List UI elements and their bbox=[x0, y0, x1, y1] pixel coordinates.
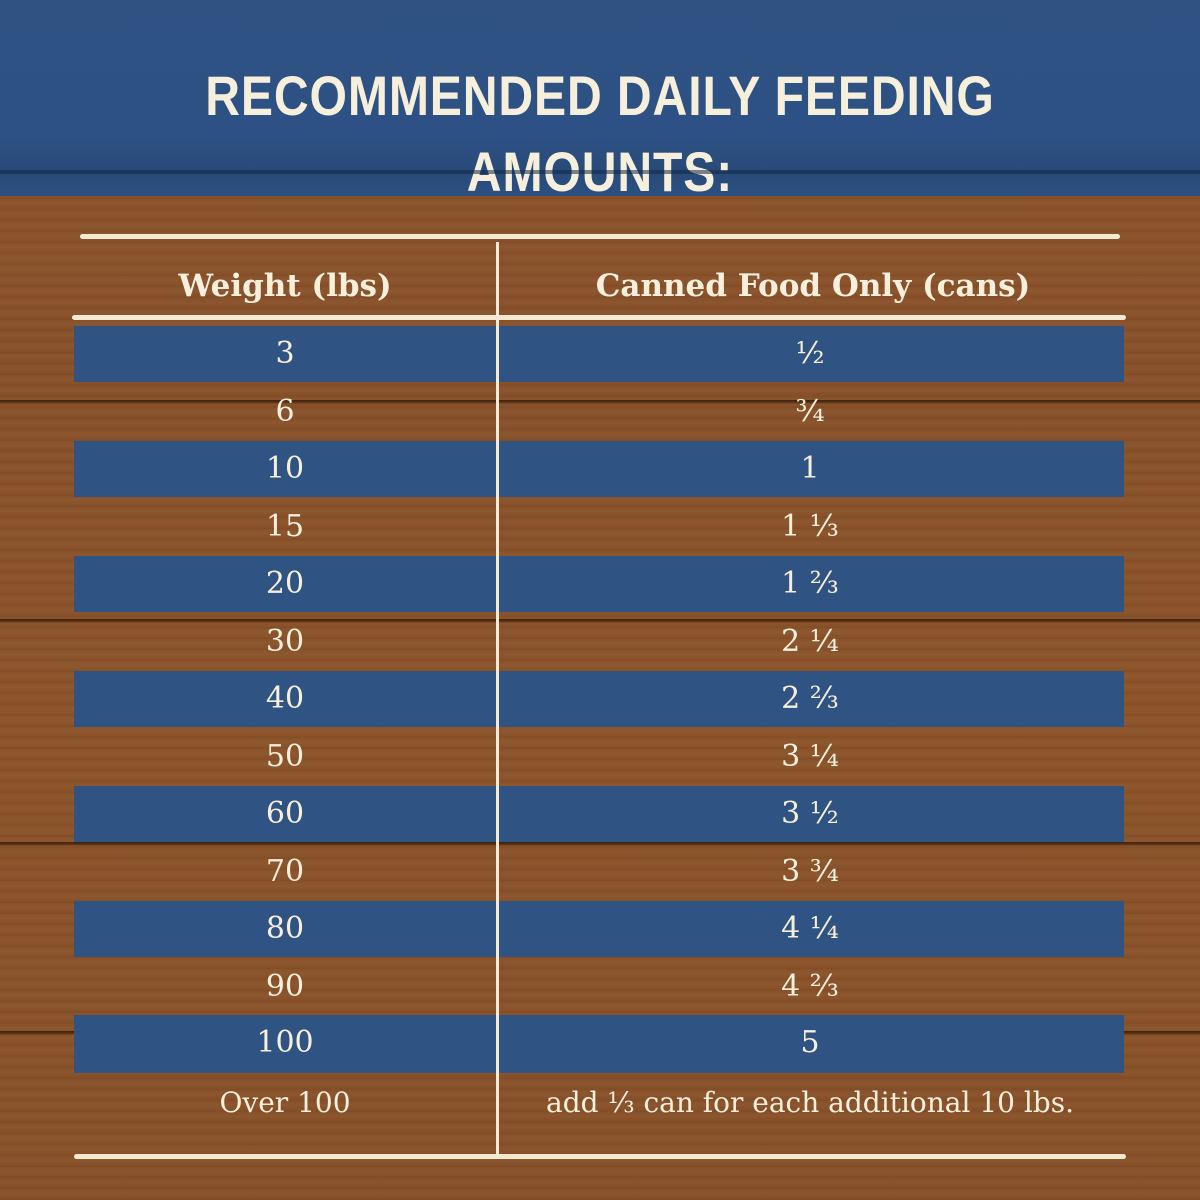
plank-seam bbox=[0, 842, 1200, 846]
page-title: RECOMMENDED DAILY FEEDING AMOUNTS: bbox=[205, 64, 995, 203]
weight-cell: 3 bbox=[275, 336, 295, 371]
amount-cell: ¾ bbox=[795, 394, 825, 429]
weight-cell: 20 bbox=[265, 566, 305, 601]
table-row: 80 4 ¼ bbox=[74, 901, 1124, 957]
weight-cell: 70 bbox=[265, 854, 305, 889]
table-row: Over 100 add ⅓ can for each additional 1… bbox=[74, 1075, 1124, 1131]
weight-cell: 10 bbox=[265, 451, 305, 486]
table-row: 90 4 ⅔ bbox=[74, 959, 1124, 1015]
amount-cell: 3 ¼ bbox=[781, 739, 839, 774]
weight-cell: 90 bbox=[265, 969, 305, 1004]
header-rule bbox=[72, 315, 1126, 320]
amount-cell: 1 bbox=[800, 451, 820, 486]
table-row: 15 1 ⅓ bbox=[74, 499, 1124, 555]
column-divider bbox=[496, 242, 499, 1154]
table-row: 20 1 ⅔ bbox=[74, 556, 1124, 612]
amount-cell: 2 ¼ bbox=[781, 624, 839, 659]
weight-cell: 6 bbox=[275, 394, 295, 429]
weight-cell: 100 bbox=[256, 1025, 314, 1060]
column-header-weight: Weight (lbs) bbox=[178, 268, 392, 304]
weight-cell: Over 100 bbox=[219, 1086, 351, 1119]
amount-cell: add ⅓ can for each additional 10 lbs. bbox=[546, 1086, 1074, 1119]
table-row: 100 5 bbox=[74, 1015, 1124, 1073]
table-row: 40 2 ⅔ bbox=[74, 671, 1124, 727]
top-rule bbox=[80, 234, 1120, 239]
plank-seam bbox=[0, 400, 1200, 404]
table-row: 6 ¾ bbox=[74, 384, 1124, 440]
table-row: 10 1 bbox=[74, 441, 1124, 497]
weight-cell: 15 bbox=[265, 509, 305, 544]
table-row: 70 3 ¾ bbox=[74, 844, 1124, 900]
bottom-rule bbox=[74, 1154, 1126, 1159]
plank-seam bbox=[0, 619, 1200, 623]
amount-cell: 4 ⅔ bbox=[781, 969, 839, 1004]
amount-cell: 5 bbox=[800, 1025, 820, 1060]
table-row: 30 2 ¼ bbox=[74, 614, 1124, 670]
table-row: 60 3 ½ bbox=[74, 786, 1124, 842]
weight-cell: 30 bbox=[265, 624, 305, 659]
amount-cell: ½ bbox=[795, 336, 825, 371]
column-header-amount: Canned Food Only (cans) bbox=[595, 268, 1031, 304]
weight-cell: 60 bbox=[265, 796, 305, 831]
table-row: 50 3 ¼ bbox=[74, 729, 1124, 785]
amount-cell: 2 ⅔ bbox=[781, 681, 839, 716]
amount-cell: 4 ¼ bbox=[781, 911, 839, 946]
amount-cell: 3 ¾ bbox=[781, 854, 839, 889]
header-band: RECOMMENDED DAILY FEEDING AMOUNTS: bbox=[0, 0, 1200, 203]
table-row: 3 ½ bbox=[74, 326, 1124, 382]
amount-cell: 1 ⅓ bbox=[781, 509, 839, 544]
amount-cell: 1 ⅔ bbox=[781, 566, 839, 601]
weight-cell: 40 bbox=[265, 681, 305, 716]
amount-cell: 3 ½ bbox=[781, 796, 839, 831]
weight-cell: 50 bbox=[265, 739, 305, 774]
weight-cell: 80 bbox=[265, 911, 305, 946]
